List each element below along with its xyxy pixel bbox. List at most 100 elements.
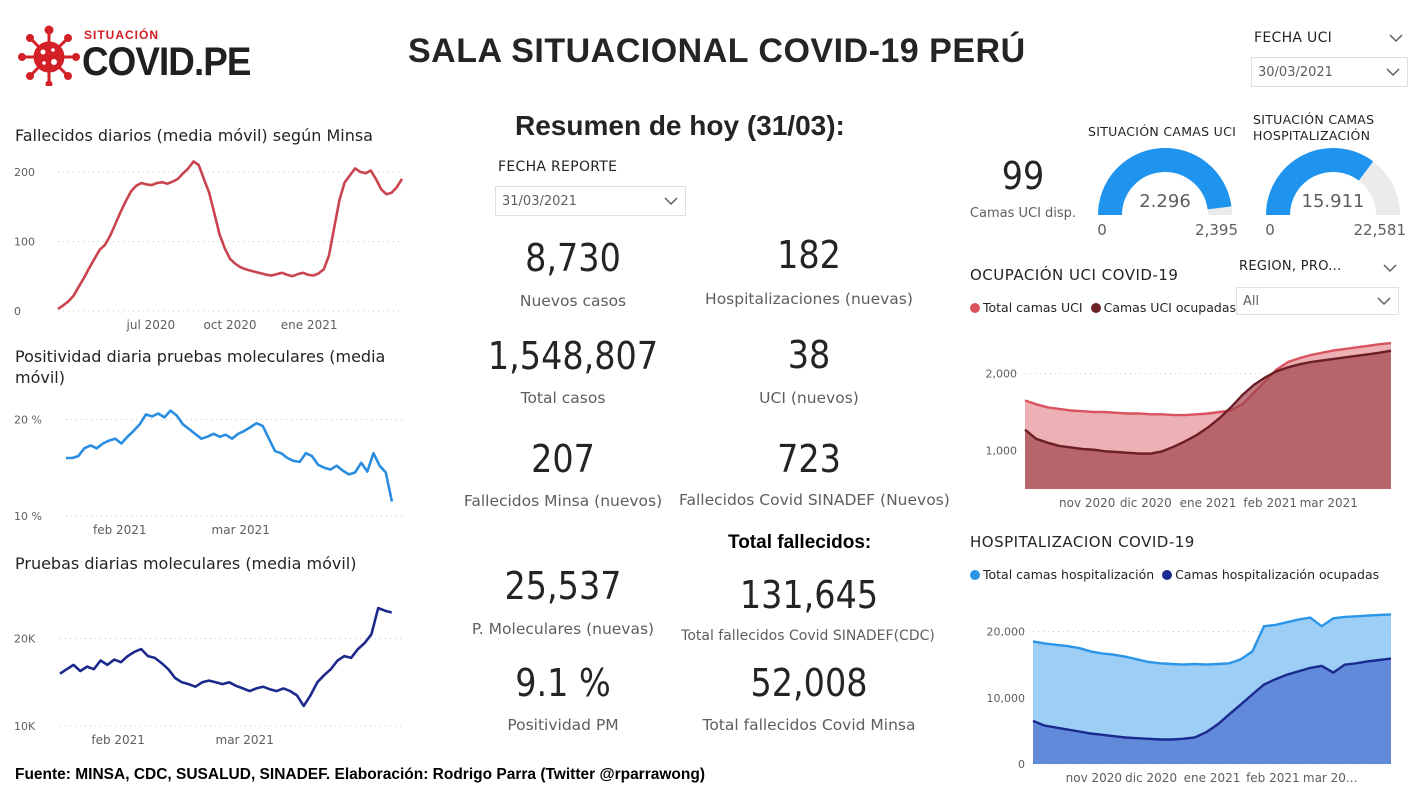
camas-uci-disp-value: 99 [1001,154,1045,198]
x-tick-label: feb 2021 [1243,496,1297,510]
region-slicer-label: REGION, PRO... [1239,259,1342,274]
y-tick-label: 10 % [14,510,42,523]
fecha-uci-dropdown[interactable]: 30/03/2021 [1251,57,1408,87]
fecha-reporte-value: 31/03/2021 [502,193,577,209]
series-line [1032,613,1392,666]
logo: SITUACIÓN COVID.PE [18,16,251,90]
positividad-value: 9.1 % [515,661,611,705]
uci-area-chart: 1,000 2,000 nov 2020 dic 2020 ene 2021 feb 20… [986,341,1392,510]
x-tick-label: ene 2021 [1184,771,1241,785]
legend-uci-total: Total camas UCI [983,300,1083,315]
fallecidos-minsa-label: Fallecidos Minsa (nuevos) [463,492,663,510]
legend-dot-hosp-total [970,569,980,580]
gauge-max: 2,395 [1195,221,1238,239]
total-minsa-value: 52,008 [750,661,868,705]
y-tick-label: 1,000 [986,445,1018,458]
camas-uci-disp-label: Camas UCI disp. [969,206,1077,221]
total-sinadef-label: Total fallecidos Covid SINADEF(CDC) [681,628,935,644]
x-tick-label: mar 2021 [216,733,274,747]
x-tick-label: dic 2020 [1125,771,1177,785]
x-tick-label: mar 2021 [212,523,270,537]
gauge-value: 2.296 [1139,191,1191,212]
legend-dot-uci-occ [1090,302,1101,313]
x-tick-label: mar 20... [1303,771,1358,785]
gauge-hosp-title-line1: SITUACIÓN CAMAS [1253,112,1375,127]
gauge-uci: 2.296 0 2,395 [1097,147,1238,239]
legend-hosp-total: Total camas hospitalización [983,567,1155,582]
x-tick-label: nov 2020 [1059,496,1115,510]
footer-source: Fuente: MINSA, CDC, SUSALUD, SINADEF. El… [15,766,705,783]
uci-label: UCI (nuevos) [759,389,859,407]
total-sinadef-value: 131,645 [739,573,879,617]
legend-uci-occ: Camas UCI ocupadas [1103,300,1236,315]
uci-value: 38 [787,333,831,377]
series-line [57,160,404,310]
series-line [59,606,393,708]
y-tick-label: 10K [14,720,36,733]
p-moleculares-value: 25,537 [504,564,622,608]
deaths-line-chart: 0 100 200 jul 2020 oct 2020 ene 2021 [14,160,404,332]
chevron-down-icon [1386,68,1400,77]
nuevos-casos-value: 8,730 [525,236,621,280]
y-tick-label: 0 [14,305,21,318]
x-tick-label: jul 2020 [126,318,176,332]
chevron-down-icon[interactable] [1388,30,1404,46]
hosp-legend: Total camas hospitalización Camas hospit… [970,567,1379,582]
x-tick-label: nov 2020 [1066,771,1122,785]
legend-dot-uci-total [970,302,980,313]
fecha-uci-value: 30/03/2021 [1258,64,1333,80]
y-tick-label: 0 [1018,758,1025,771]
x-tick-label: oct 2020 [204,318,257,332]
total-fallecidos-title: Total fallecidos: [728,532,872,553]
fallecidos-sinadef-value: 723 [777,437,841,481]
x-tick-label: ene 2021 [1180,496,1237,510]
hosp-area-chart: 0 10,000 20,000 nov 2020 dic 2020 ene 2021 feb… [987,613,1392,785]
p-moleculares-label: P. Moleculares (nuevas) [471,620,655,638]
nuevos-casos-label: Nuevos casos [519,292,627,310]
fecha-reporte-label: FECHA REPORTE [498,159,618,175]
fecha-reporte-dropdown[interactable]: 31/03/2021 [495,186,686,216]
gauge-value: 15.911 [1302,191,1365,212]
region-value: All [1243,293,1260,309]
hospitalizaciones-value: 182 [777,233,841,277]
hosp-section-title: HOSPITALIZACION COVID-19 [970,533,1195,551]
region-dropdown[interactable]: All [1236,287,1399,315]
gauge-min: 0 [1097,221,1107,239]
tests-line-chart: 10K 20K feb 2021 mar 2021 [14,606,402,747]
chevron-down-icon[interactable] [1382,260,1398,276]
gauge-fill [1098,147,1232,216]
logo-big-text: COVID.PE [82,40,251,84]
series-line [66,409,394,502]
gauge-min: 0 [1265,221,1275,239]
gauge-uci-title: SITUACIÓN CAMAS UCI [1088,124,1237,139]
resumen-title: Resumen de hoy (31/03): [515,110,845,141]
series-area [1025,350,1391,489]
fecha-uci-label: FECHA UCI [1254,30,1333,46]
page-title: SALA SITUACIONAL COVID-19 PERÚ [408,32,1026,70]
series-line [1024,349,1392,455]
gauge-hosp: 15.911 0 22,581 [1265,148,1407,239]
gauge-hosp-title-line2: HOSPITALIZACIÓN [1253,128,1371,143]
legend-dot-hosp-occ [1162,569,1173,580]
gauge-max: 22,581 [1354,221,1407,239]
y-tick-label: 100 [14,235,35,248]
legend-hosp-occ: Camas hospitalización ocupadas [1175,567,1380,582]
x-tick-label: mar 2021 [1300,496,1358,510]
uci-legend: Total camas UCI Camas UCI ocupadas [970,300,1236,315]
gauge-fill [1266,148,1374,216]
x-tick-label: dic 2020 [1120,496,1172,510]
y-tick-label: 2,000 [986,368,1018,381]
series-line [1024,341,1392,417]
y-tick-label: 10,000 [987,692,1026,705]
series-line [1032,657,1392,741]
total-casos-label: Total casos [520,389,606,407]
y-tick-label: 20,000 [987,626,1026,639]
x-tick-label: feb 2021 [1246,771,1300,785]
total-minsa-label: Total fallecidos Covid Minsa [702,716,916,734]
x-tick-label: feb 2021 [91,733,145,747]
positividad-label: Positividad PM [507,716,619,734]
y-tick-label: 20K [14,633,36,646]
chevron-down-icon [664,197,678,206]
total-casos-value: 1,548,807 [487,334,659,378]
virus-icon [18,25,80,86]
